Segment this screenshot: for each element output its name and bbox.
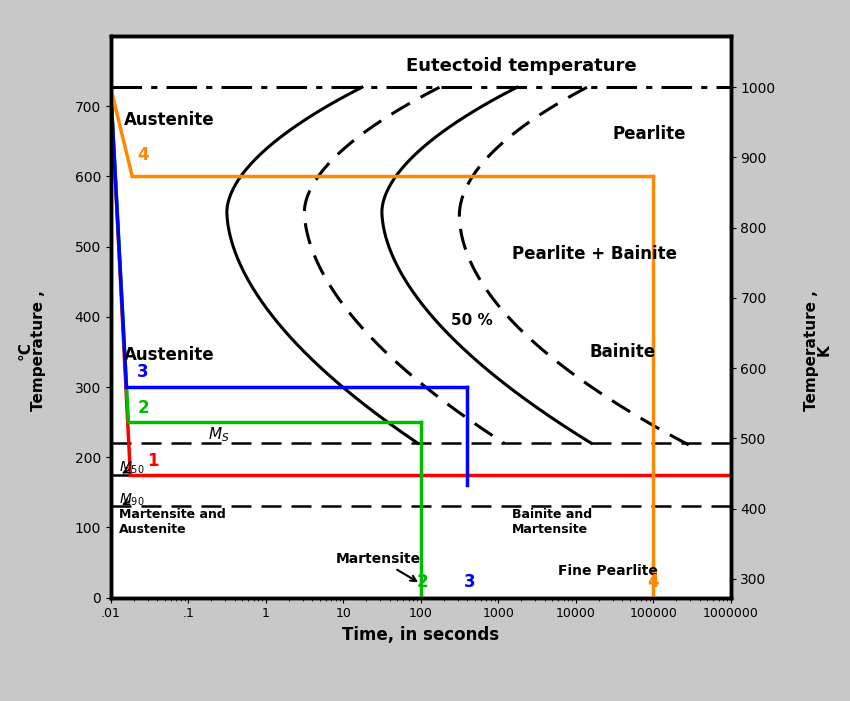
Text: 3: 3 [464,573,475,591]
Text: Temperature ,: Temperature , [31,290,46,411]
Text: 2: 2 [416,573,428,591]
Text: Pearlite: Pearlite [613,125,686,143]
Text: 50 %: 50 % [451,313,493,328]
Text: Fine Pearlite: Fine Pearlite [558,564,658,578]
Text: Eutectoid temperature: Eutectoid temperature [406,57,637,75]
Text: $M_S$: $M_S$ [208,425,230,444]
Text: Martensite and
Austenite: Martensite and Austenite [120,508,226,536]
Text: Austenite: Austenite [124,111,215,129]
Text: 4: 4 [137,147,149,164]
X-axis label: Time, in seconds: Time, in seconds [342,626,499,644]
Text: 4: 4 [648,573,660,591]
Text: Temperature ,: Temperature , [804,290,819,411]
Text: Bainite: Bainite [589,343,655,361]
Text: Martensite: Martensite [336,552,421,581]
Text: $M_{90}$: $M_{90}$ [120,491,145,508]
Text: 1: 1 [148,451,159,470]
Text: 3: 3 [137,362,149,381]
Text: °C: °C [18,341,33,360]
Text: K: K [817,345,832,356]
Text: $M_{50}$: $M_{50}$ [120,460,145,477]
Text: Pearlite + Bainite: Pearlite + Bainite [512,245,677,263]
Text: Bainite and
Martensite: Bainite and Martensite [512,508,592,536]
Text: Austenite: Austenite [124,346,215,365]
Text: 2: 2 [137,399,149,417]
